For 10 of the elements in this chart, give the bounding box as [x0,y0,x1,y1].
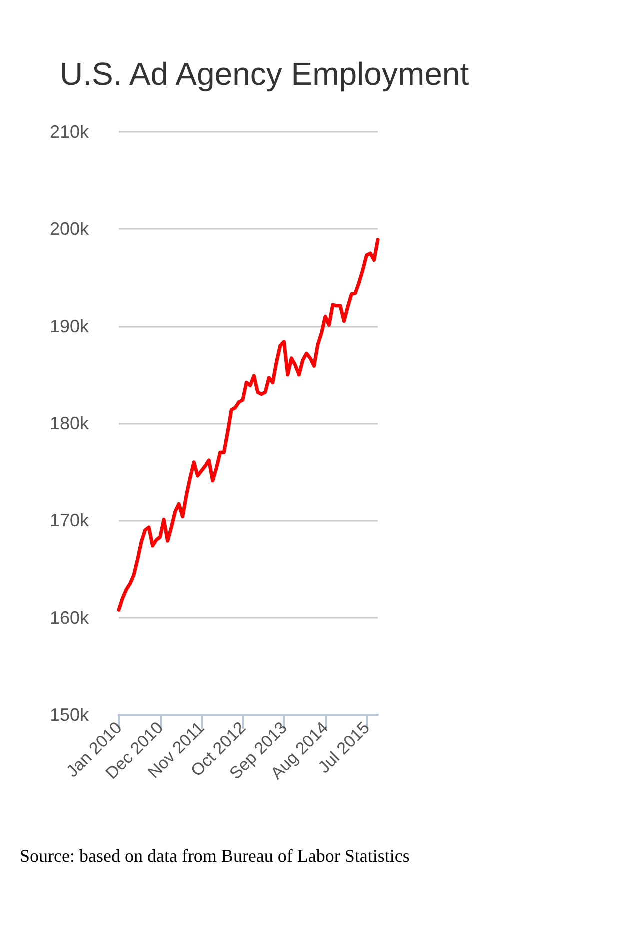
y-tick-label: 150k [50,705,90,725]
y-tick-label: 160k [50,608,90,628]
chart-title: U.S. Ad Agency Employment [60,56,470,93]
y-tick-label: 180k [50,414,90,434]
y-tick-label: 200k [50,219,90,240]
line-series [117,238,380,612]
y-tick-label: 170k [50,510,90,531]
y-tick-label: 210k [50,122,90,142]
source-note: Source: based on data from Bureau of Labor Statistics [20,845,411,868]
y-tick-label: 190k [50,316,90,336]
